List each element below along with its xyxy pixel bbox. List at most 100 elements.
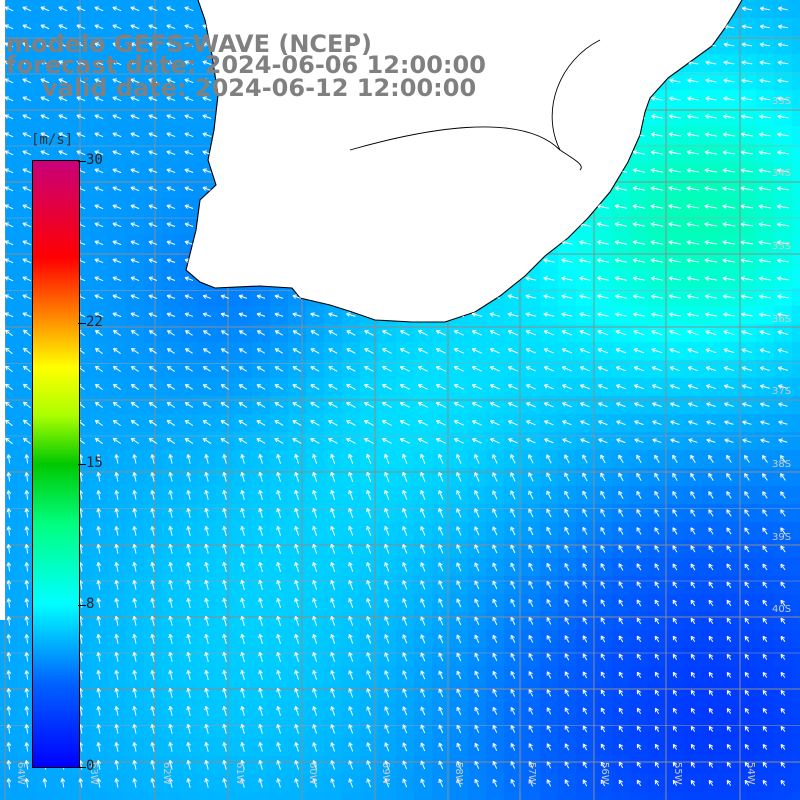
wind-arrow [148,24,158,30]
wind-arrow [492,508,498,518]
wind-arrow [150,472,155,482]
wind-arrow [166,384,175,390]
wind-arrow [114,687,120,698]
wind-arrow [456,580,462,590]
wind-arrow [654,454,660,464]
wind-arrow [474,688,480,698]
wind-arrow [543,348,555,354]
wind-arrow [598,438,608,444]
wind-arrow [166,348,175,354]
wind-arrow [776,150,789,155]
wind-arrow [456,544,462,554]
wind-arrow [741,42,753,48]
wind-arrow [543,258,555,263]
wind-arrow [580,420,590,426]
wind-arrow [166,240,176,245]
wind-arrow [204,525,209,536]
wind-arrow [546,508,552,518]
wind-arrow [148,6,158,12]
wind-arrow [148,168,158,174]
wind-arrow [528,580,534,589]
wind-arrow [292,402,302,408]
wind-arrow [112,240,122,246]
wind-arrow [744,581,750,589]
wind-arrow [112,114,122,120]
wind-arrow [456,652,462,662]
wind-arrow [618,743,624,751]
wind-arrow [402,580,408,590]
wind-arrow [184,204,194,209]
wind-arrow [546,635,552,643]
wind-arrow [762,599,768,607]
lat-label: 39S [772,532,791,543]
wind-arrow [222,633,227,644]
wind-arrow [636,454,642,464]
wind-arrow [330,453,336,464]
wind-arrow [168,490,173,500]
wind-arrow [186,525,191,536]
wind-arrow [600,526,606,535]
wind-arrow [776,204,789,209]
wind-arrow [708,599,714,607]
wind-arrow [561,348,573,354]
wind-arrow [400,330,410,336]
wind-arrow [328,366,338,372]
wind-arrow [382,366,392,372]
wind-arrow [780,671,786,678]
wind-arrow [148,42,158,48]
wind-arrow [166,204,176,209]
wind-arrow [348,597,354,608]
wind-arrow [258,705,263,716]
wind-arrow [402,742,408,752]
wind-arrow [726,726,732,732]
wind-arrow [686,114,699,119]
wind-arrow [112,132,122,138]
wind-arrow [632,240,646,245]
wind-arrow [256,294,266,299]
wind-arrow [669,78,681,83]
wind-arrow [744,527,750,535]
wind-arrow [471,330,482,336]
wind-arrow [150,525,155,536]
wind-arrow [96,562,102,572]
wind-arrow [528,743,534,751]
wind-arrow [668,276,682,281]
wind-arrow [672,761,678,768]
wind-arrow [185,330,193,336]
wind-arrow [492,580,498,590]
wind-arrow [132,561,137,572]
wind-arrow [96,580,102,590]
wind-arrow [579,330,591,336]
wind-arrow [614,240,627,245]
wind-arrow [740,222,754,227]
wind-arrow [453,366,464,372]
wind-arrow [759,60,771,66]
wind-arrow [582,454,588,464]
wind-arrow [474,598,480,608]
wind-arrow [708,708,714,714]
wind-arrow [312,489,318,500]
wind-arrow [597,330,609,336]
wind-arrow [130,294,140,300]
wind-arrow [528,562,534,572]
wind-arrow [633,348,645,354]
wind-arrow [6,508,12,518]
wind-arrow [202,348,211,354]
lon-label: 57W [526,762,537,785]
wind-arrow [435,402,446,408]
wind-arrow [24,454,30,464]
wind-arrow [366,471,372,482]
wind-arrow [489,420,500,426]
wind-arrow [438,778,444,788]
wind-arrow [510,454,516,464]
wind-arrow [582,617,588,625]
wind-arrow [722,294,735,299]
wind-arrow [708,617,714,625]
wind-arrow [76,132,86,138]
wind-arrow [222,760,227,770]
wind-arrow [399,366,410,372]
wind-arrow [294,597,300,608]
wind-arrow [366,742,372,752]
wind-arrow [726,563,732,571]
